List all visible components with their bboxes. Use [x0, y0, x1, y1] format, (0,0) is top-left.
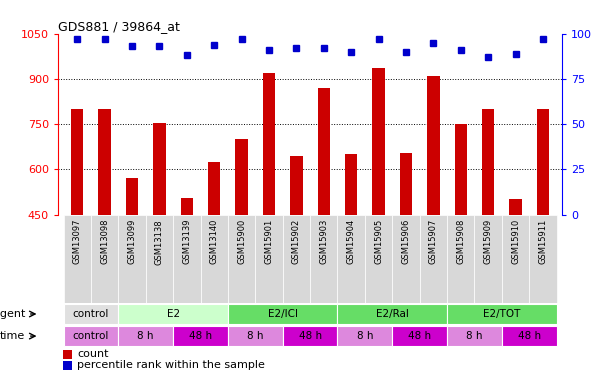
Text: GSM13139: GSM13139	[182, 219, 191, 264]
Text: GSM13098: GSM13098	[100, 219, 109, 264]
FancyBboxPatch shape	[173, 214, 200, 303]
Bar	[235, 139, 247, 214]
Text: GSM15904: GSM15904	[346, 219, 356, 264]
Text: 48 h: 48 h	[189, 331, 212, 341]
FancyBboxPatch shape	[392, 214, 420, 303]
Text: GSM15909: GSM15909	[484, 219, 492, 264]
Bar	[126, 178, 138, 214]
FancyBboxPatch shape	[228, 304, 337, 324]
Bar	[373, 68, 385, 214]
Bar	[318, 88, 330, 214]
FancyBboxPatch shape	[420, 214, 447, 303]
Text: GSM15908: GSM15908	[456, 219, 465, 264]
Bar	[510, 200, 522, 214]
FancyBboxPatch shape	[365, 214, 392, 303]
Text: GSM13140: GSM13140	[210, 219, 219, 264]
FancyBboxPatch shape	[119, 214, 145, 303]
Bar	[345, 154, 357, 214]
Bar	[181, 198, 193, 214]
Bar	[290, 156, 302, 214]
FancyBboxPatch shape	[337, 326, 392, 346]
Text: 8 h: 8 h	[466, 331, 483, 341]
FancyBboxPatch shape	[475, 214, 502, 303]
Bar	[71, 109, 83, 214]
Bar	[537, 109, 549, 214]
Text: time: time	[0, 331, 25, 341]
Bar	[153, 123, 166, 214]
FancyBboxPatch shape	[447, 214, 475, 303]
Bar	[63, 361, 72, 370]
FancyBboxPatch shape	[91, 214, 119, 303]
Text: agent: agent	[0, 309, 25, 319]
Text: E2: E2	[167, 309, 180, 319]
FancyBboxPatch shape	[337, 214, 365, 303]
Text: GSM15906: GSM15906	[401, 219, 411, 264]
FancyBboxPatch shape	[64, 214, 91, 303]
FancyBboxPatch shape	[228, 326, 283, 346]
Text: GSM15902: GSM15902	[292, 219, 301, 264]
Text: control: control	[73, 331, 109, 341]
FancyBboxPatch shape	[228, 214, 255, 303]
Bar	[455, 124, 467, 214]
Text: 48 h: 48 h	[299, 331, 321, 341]
FancyBboxPatch shape	[119, 304, 228, 324]
Bar	[208, 162, 221, 214]
FancyBboxPatch shape	[529, 214, 557, 303]
Text: GDS881 / 39864_at: GDS881 / 39864_at	[58, 20, 180, 33]
FancyBboxPatch shape	[392, 326, 447, 346]
Text: GSM13099: GSM13099	[128, 219, 136, 264]
Bar	[482, 109, 494, 214]
Text: GSM13097: GSM13097	[73, 219, 82, 264]
Text: 8 h: 8 h	[247, 331, 263, 341]
Bar	[263, 73, 275, 214]
Text: count: count	[77, 349, 109, 359]
FancyBboxPatch shape	[502, 214, 529, 303]
FancyBboxPatch shape	[447, 326, 502, 346]
Text: control: control	[73, 309, 109, 319]
Bar	[400, 153, 412, 214]
FancyBboxPatch shape	[283, 326, 337, 346]
FancyBboxPatch shape	[173, 326, 228, 346]
Text: 48 h: 48 h	[518, 331, 541, 341]
FancyBboxPatch shape	[200, 214, 228, 303]
Bar	[98, 109, 111, 214]
FancyBboxPatch shape	[283, 214, 310, 303]
FancyBboxPatch shape	[502, 326, 557, 346]
Bar	[427, 76, 439, 214]
Text: 8 h: 8 h	[137, 331, 154, 341]
Text: GSM15901: GSM15901	[265, 219, 274, 264]
Bar	[63, 350, 72, 359]
Text: 48 h: 48 h	[408, 331, 431, 341]
Text: GSM15905: GSM15905	[374, 219, 383, 264]
FancyBboxPatch shape	[145, 214, 173, 303]
Text: E2/TOT: E2/TOT	[483, 309, 521, 319]
Text: GSM15907: GSM15907	[429, 219, 438, 264]
FancyBboxPatch shape	[310, 214, 337, 303]
FancyBboxPatch shape	[255, 214, 283, 303]
Text: GSM15903: GSM15903	[320, 219, 328, 264]
Text: E2/Ral: E2/Ral	[376, 309, 409, 319]
FancyBboxPatch shape	[119, 326, 173, 346]
Text: E2/ICI: E2/ICI	[268, 309, 298, 319]
Text: GSM15900: GSM15900	[237, 219, 246, 264]
Text: 8 h: 8 h	[357, 331, 373, 341]
FancyBboxPatch shape	[64, 326, 119, 346]
Text: GSM13138: GSM13138	[155, 219, 164, 265]
Text: GSM15911: GSM15911	[538, 219, 547, 264]
FancyBboxPatch shape	[337, 304, 447, 324]
FancyBboxPatch shape	[447, 304, 557, 324]
FancyBboxPatch shape	[64, 304, 119, 324]
Text: GSM15910: GSM15910	[511, 219, 520, 264]
Text: percentile rank within the sample: percentile rank within the sample	[77, 360, 265, 370]
